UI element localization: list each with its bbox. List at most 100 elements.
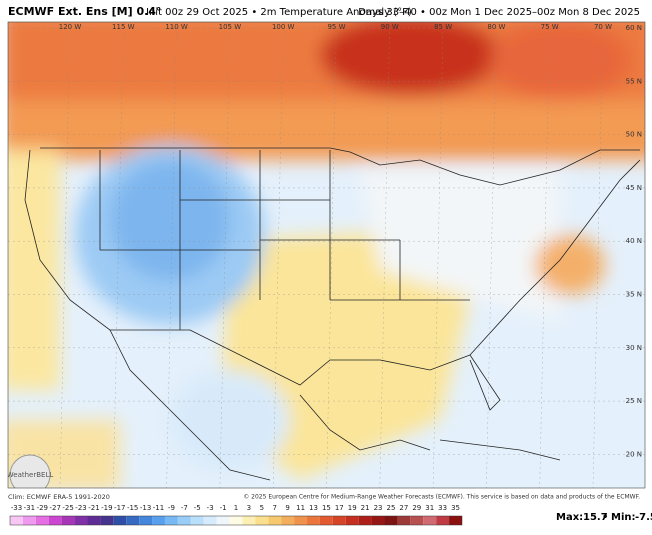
color-swatch xyxy=(190,516,204,525)
color-swatch xyxy=(74,516,88,525)
color-swatch xyxy=(152,516,165,525)
color-swatch xyxy=(449,516,462,525)
colorbar-label: 35 xyxy=(451,504,460,512)
copyright: © 2025 European Centre for Medium-Range … xyxy=(243,494,640,501)
colorbar-label: -13 xyxy=(140,504,151,512)
graticule: 60 N 55 N 50 N 45 N 40 N 35 N 30 N 25 N 20 N 120 … xyxy=(8,22,645,488)
climo-note: Clim: ECMWF ERA-5 1991-2020 xyxy=(8,493,110,501)
color-swatch xyxy=(268,516,282,525)
model-title: ECMWF Ext. Ens [M] 0.4° xyxy=(8,5,161,18)
colorbar-label: -7 xyxy=(181,504,188,512)
color-swatch xyxy=(22,516,36,525)
color-swatch xyxy=(100,516,114,525)
color-swatch xyxy=(35,516,49,525)
color-swatch xyxy=(332,516,346,525)
min-value: -7.5 xyxy=(635,512,652,523)
longitude-label: 85 W xyxy=(434,23,452,31)
colorbar-label: -9 xyxy=(168,504,175,512)
color-swatch xyxy=(345,516,359,525)
colorbar-label: -5 xyxy=(194,504,201,512)
longitude-label: 100 W xyxy=(272,23,295,31)
longitude-label: 80 W xyxy=(487,23,505,31)
latitude-label: 55 N xyxy=(626,77,642,85)
color-swatch xyxy=(113,516,127,525)
latitude-label: 25 N xyxy=(626,397,642,405)
color-swatch xyxy=(61,516,75,525)
colorbar-label: 19 xyxy=(348,504,357,512)
color-swatch xyxy=(384,516,398,525)
colorbar-label: -27 xyxy=(49,504,60,512)
colorbar-label: 29 xyxy=(412,504,421,512)
latitude-label: 50 N xyxy=(626,131,642,139)
colorbar-label: 17 xyxy=(335,504,344,512)
color-swatch xyxy=(126,516,140,525)
colorbar-label: -33 xyxy=(11,504,22,512)
colorbar-label: 1 xyxy=(234,504,238,512)
color-swatch xyxy=(358,516,372,525)
colorbar-label: 3 xyxy=(247,504,251,512)
map-frame xyxy=(7,21,646,489)
colorbar-label: 7 xyxy=(273,504,277,512)
colorbar-label: -21 xyxy=(88,504,99,512)
color-swatch xyxy=(242,516,256,525)
colorbar-label: -25 xyxy=(62,504,73,512)
latitude-label: 45 N xyxy=(626,184,642,192)
latitude-label: 20 N xyxy=(626,450,642,458)
color-swatch xyxy=(139,516,153,525)
boundaries xyxy=(24,147,641,481)
colorbar-label: -23 xyxy=(75,504,86,512)
logo-badge xyxy=(9,454,51,488)
longitude-label: 95 W xyxy=(327,23,345,31)
max-value: 15.7 xyxy=(583,512,608,523)
color-swatch xyxy=(410,516,424,525)
color-swatch xyxy=(436,516,450,525)
color-swatch xyxy=(229,516,243,525)
init-title: Init 00z 29 Oct 2025 • 2m Temperature An… xyxy=(146,7,412,18)
color-swatch xyxy=(203,516,217,525)
longitude-label: 105 W xyxy=(219,23,242,31)
color-swatch xyxy=(48,516,62,525)
anomaly-field xyxy=(8,22,645,488)
longitude-label: 120 W xyxy=(59,23,82,31)
colorbar-label: 13 xyxy=(309,504,318,512)
colorbar: -33 -31 -29 -27 -25 -23 -21 -19 -17 -15 -13 -11 -9 -7… xyxy=(9,504,463,526)
colorbar-label: -29 xyxy=(37,504,48,512)
colorbar-label: 23 xyxy=(374,504,383,512)
latitude-label: 60 N xyxy=(626,24,642,32)
colorbar-label: -31 xyxy=(24,504,35,512)
latitude-label: 35 N xyxy=(626,291,642,299)
latitude-label: 40 N xyxy=(626,237,642,245)
colorbar-label: -3 xyxy=(207,504,214,512)
color-swatch xyxy=(87,516,101,525)
stat-separator: • xyxy=(602,512,608,523)
color-swatch xyxy=(371,516,385,525)
colorbar-label: 11 xyxy=(296,504,305,512)
color-swatch xyxy=(319,516,333,525)
colorbar-label: 33 xyxy=(438,504,447,512)
longitude-label: 115 W xyxy=(112,23,135,31)
colorbar-label: 31 xyxy=(425,504,434,512)
colorbar-label: 21 xyxy=(361,504,370,512)
min-label: Min: xyxy=(611,512,636,523)
color-swatch xyxy=(294,516,308,525)
color-swatch xyxy=(281,516,295,525)
colorbar-label: -1 xyxy=(220,504,227,512)
colorbar-label: 5 xyxy=(260,504,264,512)
color-swatch xyxy=(397,516,411,525)
colorbar-label: 25 xyxy=(387,504,396,512)
colorbar-label: 9 xyxy=(285,504,289,512)
valid-title: Days 33–40 • 00z Mon 1 Dec 2025–00z Mon … xyxy=(358,7,640,18)
colorbar-label: 15 xyxy=(322,504,331,512)
colorbar-label: -11 xyxy=(153,504,164,512)
color-swatch xyxy=(177,516,191,525)
latitude-label: 30 N xyxy=(626,344,642,352)
max-label: Max: xyxy=(556,512,583,523)
color-swatch xyxy=(216,516,230,525)
longitude-label: 75 W xyxy=(541,23,559,31)
logo: WeatherBELL xyxy=(7,471,54,479)
colorbar-label: -19 xyxy=(101,504,112,512)
color-swatch xyxy=(164,516,178,525)
longitude-label: 90 W xyxy=(381,23,399,31)
